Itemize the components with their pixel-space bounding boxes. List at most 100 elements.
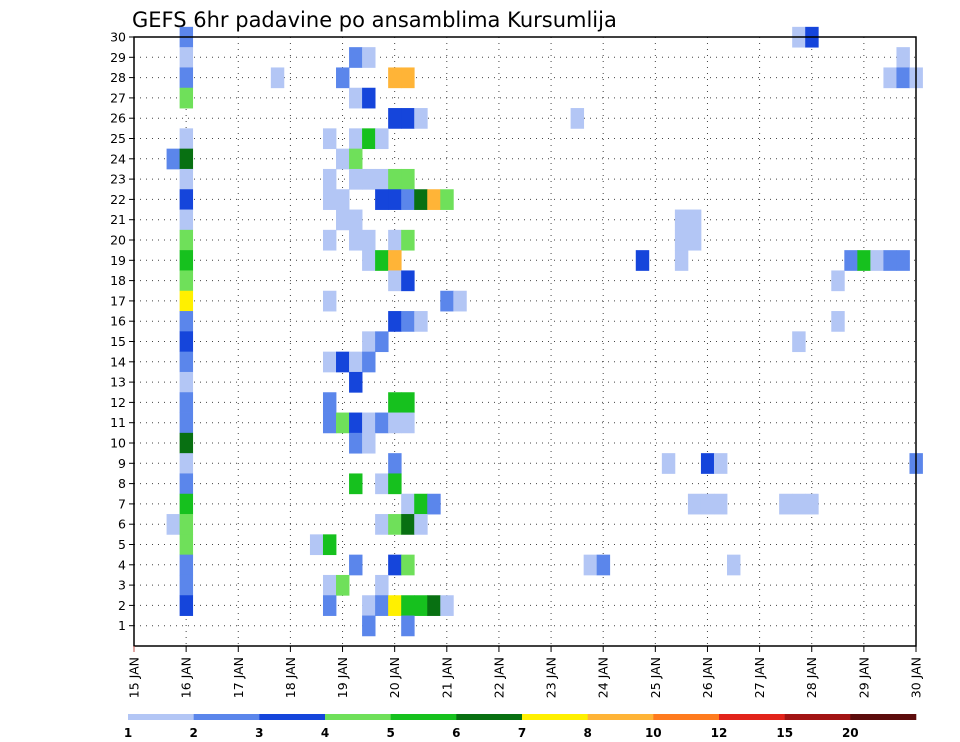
precip-cell <box>179 229 194 251</box>
precip-cell <box>179 270 194 292</box>
y-tick-label: 5 <box>118 537 126 552</box>
precip-cell <box>362 432 376 454</box>
precip-cell <box>362 615 376 637</box>
precip-cell <box>427 595 441 616</box>
precip-cell <box>179 534 194 556</box>
precip-cell <box>727 554 741 576</box>
colorbar-label: 15 <box>776 726 793 740</box>
y-tick-label: 2 <box>118 598 126 613</box>
y-tick-label: 10 <box>110 436 126 451</box>
colorbar-label: 12 <box>711 726 728 740</box>
precip-cell <box>401 189 415 210</box>
precip-cell <box>857 250 871 271</box>
y-tick-label: 19 <box>110 253 126 268</box>
precip-cell <box>322 290 337 312</box>
y-tick-label: 7 <box>118 496 126 511</box>
precip-cell <box>179 311 194 332</box>
precip-cell <box>388 514 402 535</box>
precip-cell <box>375 412 389 434</box>
precip-cell <box>687 209 702 231</box>
precip-cell <box>414 514 428 535</box>
precip-cell <box>362 412 376 434</box>
y-tick-label: 20 <box>110 233 126 248</box>
precip-cell <box>322 392 337 413</box>
precip-cell <box>375 574 389 596</box>
colorbar-segment <box>259 714 326 720</box>
precip-cell <box>883 67 897 89</box>
precip-cell <box>401 412 415 434</box>
colorbar-label: 10 <box>645 726 662 740</box>
colorbar-segment <box>719 714 785 720</box>
precip-cell <box>362 168 376 190</box>
precip-cell <box>349 412 363 434</box>
precip-cell <box>349 554 363 576</box>
x-tick-label: 30 JAN <box>909 657 924 698</box>
precip-cell <box>401 554 415 576</box>
precip-cell <box>388 595 402 616</box>
y-tick-label: 3 <box>118 578 126 593</box>
precip-cell <box>687 229 702 251</box>
precip-cell <box>362 351 376 373</box>
colorbar-segment <box>653 714 720 720</box>
precip-cell <box>805 493 819 515</box>
y-tick-label: 15 <box>110 334 126 349</box>
x-tick-label: 25 JAN <box>648 657 663 698</box>
precip-cell <box>322 595 337 616</box>
precip-cell <box>322 168 337 190</box>
precip-cell <box>674 209 689 231</box>
precip-cell <box>401 270 415 292</box>
precip-cell <box>883 250 897 271</box>
precip-cell <box>322 351 337 373</box>
precip-cell <box>831 270 845 292</box>
precip-cell <box>844 250 858 271</box>
x-axis-ticks: 15 JAN 16 JAN 17 JAN 18 JAN 19 JAN 20 JAN 21 J… <box>127 646 924 698</box>
precip-cell <box>661 453 676 474</box>
colorbar-segment <box>784 714 851 720</box>
precip-cell <box>322 128 337 150</box>
y-tick-label: 6 <box>118 517 126 532</box>
colorbar-segment <box>522 714 588 720</box>
precip-cell <box>388 311 402 332</box>
x-tick-label: 22 JAN <box>491 657 506 698</box>
colorbar-segment <box>128 714 194 720</box>
x-tick-label: 29 JAN <box>856 657 871 698</box>
precip-cell <box>362 47 376 68</box>
precip-cell <box>700 453 715 474</box>
y-tick-label: 11 <box>110 415 126 430</box>
precip-cell <box>401 514 415 535</box>
precip-cell <box>375 514 389 535</box>
y-tick-label: 9 <box>118 456 126 471</box>
y-tick-label: 26 <box>110 111 126 126</box>
precip-cell <box>713 453 728 474</box>
precip-cell <box>336 209 350 231</box>
x-tick-label: 16 JAN <box>179 657 194 698</box>
precip-cell <box>401 108 415 129</box>
x-tick-label: 23 JAN <box>544 657 559 698</box>
precip-cell <box>375 595 389 616</box>
precip-cell <box>362 87 376 109</box>
colorbar-label: 20 <box>842 726 859 740</box>
precip-cell <box>792 331 806 353</box>
precip-cell <box>375 189 389 210</box>
precip-cell <box>414 493 428 515</box>
precip-cell <box>388 270 402 292</box>
precip-cell <box>401 493 415 515</box>
precip-cell <box>375 128 389 150</box>
precip-cell <box>453 290 467 312</box>
precip-cell <box>401 615 415 637</box>
colorbar-segment <box>193 714 260 720</box>
precip-cell <box>336 148 350 170</box>
precip-cell <box>349 128 363 150</box>
precip-cell <box>179 189 194 210</box>
precip-cell <box>427 493 441 515</box>
precip-cell <box>388 189 402 210</box>
precip-cell <box>349 432 363 454</box>
colorbar-label: 2 <box>190 726 198 740</box>
precip-cell <box>349 209 363 231</box>
precip-cell <box>831 311 845 332</box>
precip-cell <box>388 453 402 474</box>
precip-cell <box>179 47 194 68</box>
x-tick-label: 15 JAN <box>127 657 142 698</box>
precip-cell <box>322 189 337 210</box>
